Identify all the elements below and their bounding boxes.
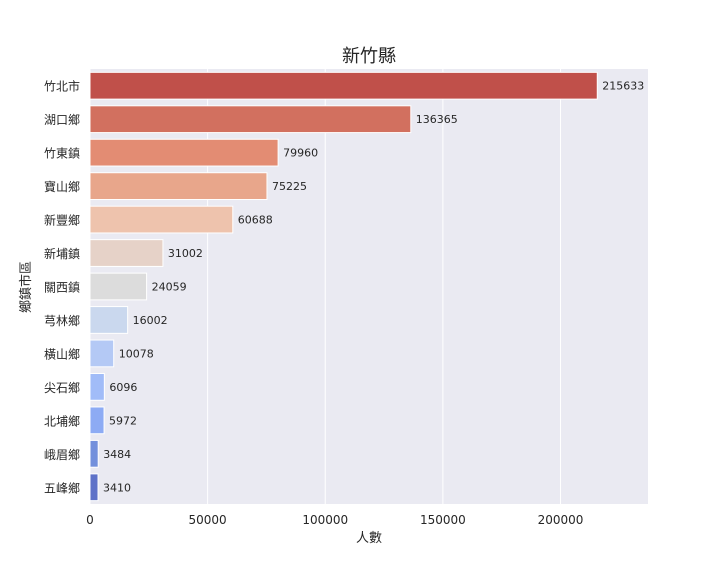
y-tick-label: 關西鎮 bbox=[44, 280, 80, 295]
y-tick-label: 峨眉鄉 bbox=[44, 448, 80, 462]
bar-value-label: 31002 bbox=[168, 247, 203, 260]
bar bbox=[89, 272, 148, 301]
bar bbox=[89, 105, 412, 134]
bar bbox=[89, 439, 99, 468]
bar bbox=[89, 138, 279, 167]
chart-title: 新竹縣 bbox=[342, 46, 396, 67]
x-tick-label: 100000 bbox=[302, 513, 348, 527]
x-tick-label: 50000 bbox=[189, 513, 227, 527]
y-tick-label: 芎林鄉 bbox=[44, 314, 80, 328]
y-tick-label: 竹北市 bbox=[44, 79, 80, 94]
bar bbox=[89, 406, 105, 435]
y-tick-label: 五峰鄉 bbox=[44, 481, 80, 495]
bar bbox=[89, 71, 598, 100]
bar-value-label: 5972 bbox=[109, 414, 137, 427]
bar bbox=[89, 306, 129, 334]
bar-value-label: 75225 bbox=[272, 180, 307, 193]
y-tick-label: 新埔鎮 bbox=[44, 246, 80, 261]
bar-value-label: 10078 bbox=[119, 347, 154, 360]
x-tick-label: 150000 bbox=[420, 513, 466, 527]
bar-value-label: 3484 bbox=[103, 448, 131, 461]
bar bbox=[89, 473, 99, 502]
y-tick-label: 湖口鄉 bbox=[44, 112, 80, 127]
bar bbox=[89, 239, 164, 267]
bar bbox=[89, 373, 105, 401]
y-tick-label: 竹東鎮 bbox=[44, 146, 80, 161]
x-tick-labels: 0 50000 100000 150000 200000 bbox=[86, 513, 583, 527]
y-tick-label: 尖石鄉 bbox=[44, 381, 80, 395]
data-labels: 215633 136365 79960 75225 60688 31002 24059 160… bbox=[103, 80, 644, 495]
bar-value-label: 6096 bbox=[109, 381, 137, 394]
y-tick-label: 橫山鄉 bbox=[44, 347, 80, 361]
bar bbox=[89, 339, 115, 368]
bar-value-label: 16002 bbox=[133, 314, 168, 327]
bar-value-label: 215633 bbox=[602, 80, 644, 93]
x-tick-label: 0 bbox=[86, 513, 94, 527]
x-tick-label: 200000 bbox=[538, 513, 584, 527]
y-tick-label: 北埔鄉 bbox=[44, 414, 80, 428]
bar-value-label: 60688 bbox=[238, 214, 273, 227]
bar bbox=[89, 205, 234, 234]
y-tick-label: 寶山鄉 bbox=[44, 179, 80, 194]
y-tick-label: 新豐鄉 bbox=[44, 213, 80, 228]
bar-value-label: 3410 bbox=[103, 481, 131, 494]
y-axis-title: 鄉鎮市區 bbox=[18, 261, 34, 313]
bar-value-label: 24059 bbox=[152, 281, 187, 294]
x-axis-title: 人數 bbox=[356, 531, 382, 546]
bar-value-label: 136365 bbox=[416, 113, 458, 126]
bar-value-label: 79960 bbox=[283, 147, 318, 160]
bars bbox=[89, 71, 598, 502]
bar bbox=[89, 172, 268, 201]
